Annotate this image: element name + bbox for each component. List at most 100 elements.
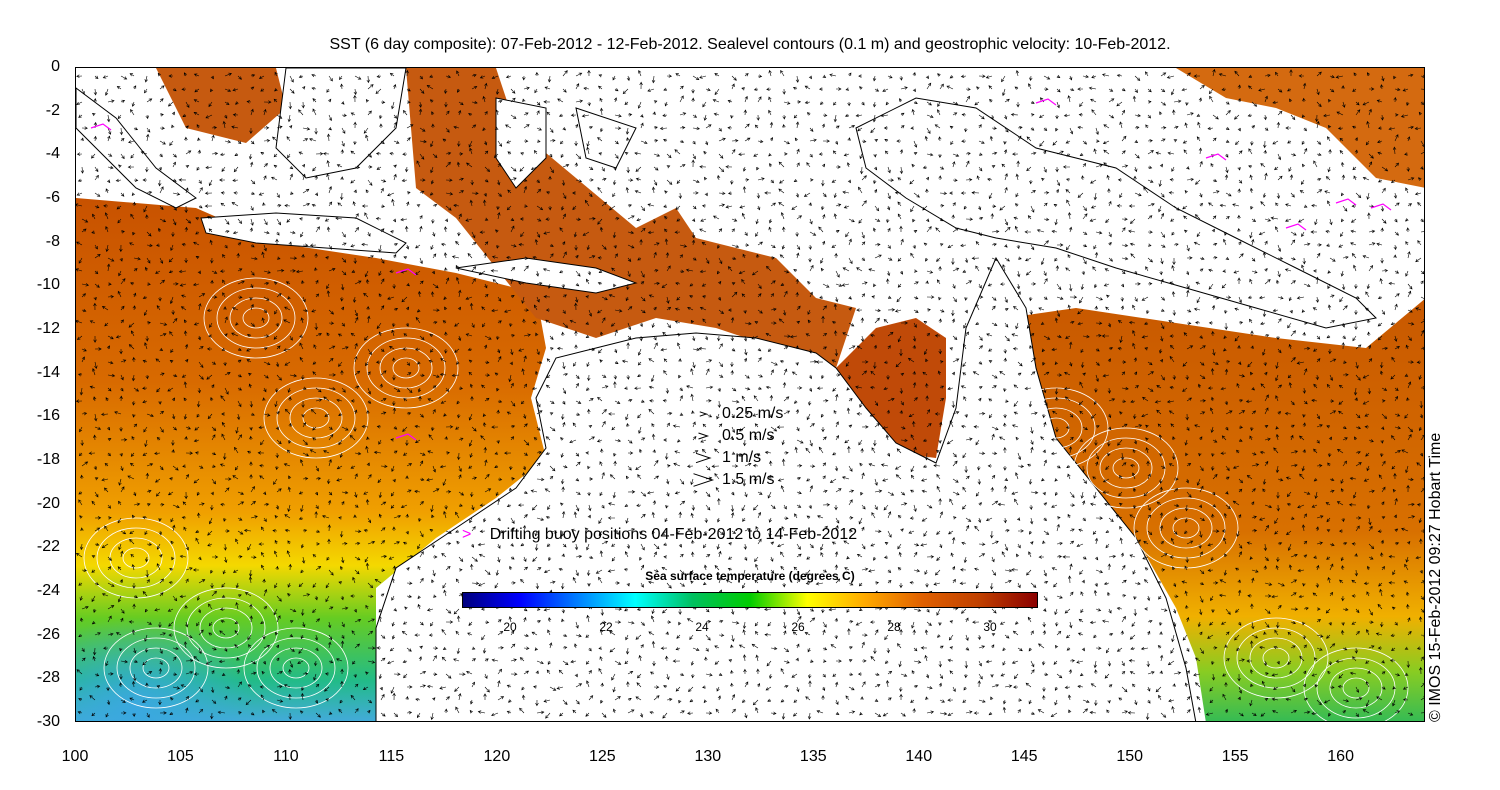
velocity-vector: [419, 75, 423, 80]
velocity-vector: [653, 335, 657, 341]
velocity-vector: [1145, 124, 1149, 129]
velocity-vector: [183, 330, 188, 337]
velocity-vector: [1004, 98, 1010, 103]
velocity-vector: [1043, 270, 1047, 277]
velocity-vector: [94, 205, 100, 209]
velocity-vector: [1069, 295, 1078, 299]
velocity-vector: [531, 386, 538, 391]
velocity-vector: [691, 239, 696, 246]
velocity-vector: [887, 244, 891, 249]
velocity-vector: [796, 320, 801, 325]
velocity-vector: [1264, 334, 1270, 338]
velocity-vector: [497, 163, 501, 168]
velocity-vector: [142, 386, 148, 390]
velocity-vector: [337, 333, 343, 337]
velocity-vector: [91, 230, 96, 234]
velocity-vector: [380, 100, 386, 104]
velocity-vector: [1055, 396, 1059, 402]
velocity-vector: [471, 266, 477, 272]
velocity-vector: [1081, 270, 1085, 276]
velocity-vector: [705, 399, 712, 403]
velocity-vector: [975, 321, 980, 325]
velocity-vector: [666, 74, 673, 78]
velocity-vector: [666, 179, 673, 185]
velocity-vector: [896, 139, 902, 143]
velocity-vector: [639, 322, 644, 328]
velocity-vector: [575, 99, 584, 103]
velocity-vector: [792, 86, 798, 90]
velocity-vector: [961, 113, 967, 117]
velocity-vector: [326, 226, 331, 233]
velocity-vector: [701, 242, 707, 246]
velocity-vector: [934, 334, 941, 338]
velocity-vector: [1024, 230, 1032, 234]
velocity-vector: [146, 231, 152, 237]
velocity-vector: [1134, 192, 1142, 197]
velocity-vector: [224, 387, 229, 395]
velocity-vector: [1393, 96, 1397, 103]
velocity-vector: [328, 267, 336, 272]
velocity-vector: [1108, 257, 1113, 262]
velocity-vector: [469, 199, 473, 207]
velocity-vector: [1263, 361, 1267, 367]
velocity-vector: [1144, 347, 1149, 351]
velocity-vector: [1288, 343, 1292, 350]
sea-level-contour: [129, 647, 183, 689]
velocity-vector: [648, 385, 655, 390]
map-plot-area[interactable]: [75, 67, 1425, 722]
velocity-vector: [314, 267, 318, 272]
velocity-vector: [1289, 174, 1294, 181]
velocity-vector: [183, 397, 187, 402]
velocity-vector: [899, 410, 903, 415]
velocity-vector: [1311, 204, 1318, 208]
velocity-vector: [884, 138, 889, 142]
velocity-vector: [336, 164, 343, 168]
velocity-vector: [237, 218, 243, 224]
velocity-vector: [193, 322, 200, 326]
velocity-vector: [198, 205, 203, 209]
velocity-vector: [1095, 374, 1099, 382]
velocity-vector: [614, 400, 621, 404]
velocity-vector: [1407, 251, 1411, 259]
velocity-vector: [506, 140, 512, 144]
velocity-vector: [236, 252, 240, 259]
velocity-vector: [923, 348, 928, 355]
velocity-vector: [156, 305, 161, 311]
velocity-vector: [833, 303, 838, 311]
velocity-vector: [990, 213, 994, 220]
velocity-vector: [614, 140, 619, 145]
velocity-vector: [835, 165, 841, 169]
velocity-vector: [185, 187, 189, 194]
velocity-vector: [1355, 192, 1362, 199]
velocity-vector: [562, 387, 567, 395]
velocity-vector: [445, 127, 450, 133]
velocity-vector: [430, 244, 434, 250]
velocity-vector: [543, 231, 551, 235]
velocity-vector: [1354, 309, 1358, 315]
velocity-vector: [1327, 270, 1331, 274]
velocity-vector: [363, 292, 369, 298]
velocity-vector: [549, 400, 555, 404]
velocity-vector: [1094, 251, 1099, 259]
velocity-vector: [1089, 218, 1097, 222]
velocity-vector: [869, 413, 876, 417]
velocity-vector: [598, 348, 603, 354]
velocity-vector: [289, 75, 294, 83]
velocity-vector: [585, 387, 590, 391]
velocity-vector: [146, 413, 154, 418]
velocity-vector: [1352, 88, 1357, 92]
velocity-vector: [380, 187, 384, 194]
velocity-vector: [298, 151, 304, 155]
velocity-vector: [648, 358, 655, 363]
velocity-vector: [520, 152, 525, 156]
velocity-vector: [354, 316, 359, 324]
velocity-vector: [210, 75, 214, 80]
velocity-vector: [1315, 114, 1319, 123]
velocity-vector: [315, 216, 321, 221]
sea-level-contour: [353, 327, 459, 409]
velocity-vector: [549, 166, 554, 174]
velocity-vector: [752, 413, 759, 417]
velocity-vector: [315, 293, 320, 298]
velocity-vector: [1056, 150, 1064, 155]
velocity-vector: [522, 75, 526, 81]
